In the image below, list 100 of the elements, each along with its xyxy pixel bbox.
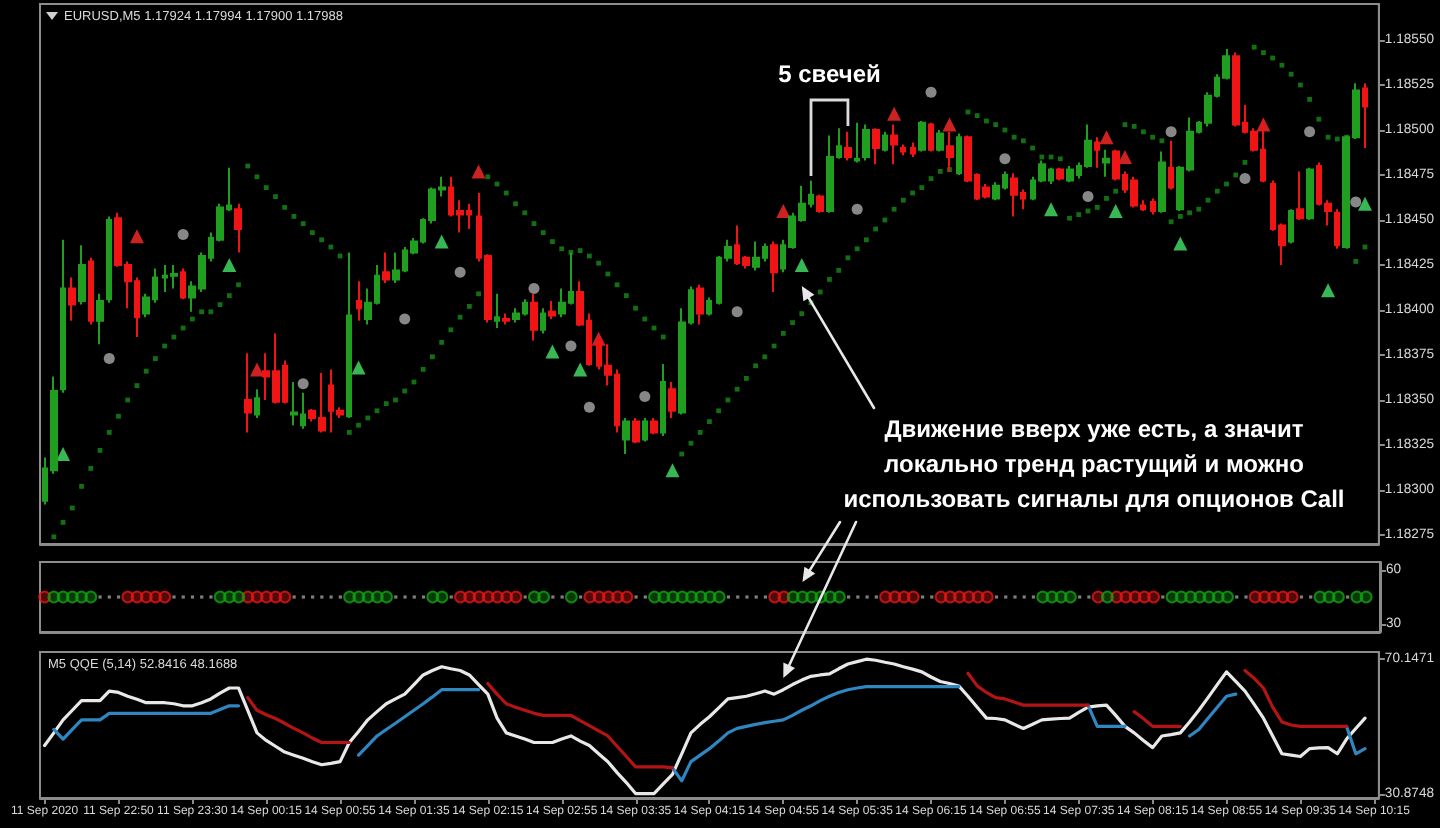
annotation: Движение вверх уже есть, а значит локально тренд растущий и можно использовать сигналы для опционов Call xyxy=(843,415,1345,513)
candlestick xyxy=(890,123,898,166)
point xyxy=(1044,202,1059,217)
candlestick xyxy=(642,417,648,443)
candlestick xyxy=(1158,150,1166,214)
point xyxy=(887,106,902,121)
candlestick xyxy=(936,129,944,153)
candlestick xyxy=(1296,170,1304,221)
candlestick xyxy=(1150,197,1156,216)
candlestick xyxy=(622,417,630,455)
candlestick xyxy=(882,130,888,153)
candlestick xyxy=(244,352,252,434)
point xyxy=(545,344,560,359)
candlestick xyxy=(918,120,926,153)
candlestick xyxy=(1010,172,1018,218)
point xyxy=(1358,196,1373,211)
point xyxy=(222,258,237,272)
point xyxy=(399,313,411,325)
candlestick xyxy=(1232,51,1240,128)
candlestick xyxy=(180,267,186,301)
candlestick xyxy=(844,130,852,162)
candlestick xyxy=(696,283,704,326)
candlestick xyxy=(356,280,362,322)
line-series xyxy=(43,657,1367,796)
point xyxy=(999,153,1011,165)
candlestick xyxy=(770,240,778,293)
point xyxy=(794,258,809,272)
candlestick xyxy=(512,307,520,324)
point xyxy=(776,204,791,218)
point xyxy=(573,362,588,377)
candlestick xyxy=(502,312,510,326)
candlestick xyxy=(96,292,104,346)
point xyxy=(1350,196,1362,208)
candlestick xyxy=(78,244,86,306)
candlestick xyxy=(854,121,860,164)
point xyxy=(351,360,366,375)
candlestick xyxy=(1102,148,1110,178)
candlestick xyxy=(650,417,658,436)
candlestick xyxy=(862,123,870,162)
point xyxy=(434,234,449,249)
point xyxy=(1321,283,1336,298)
candlestick xyxy=(60,238,66,394)
point xyxy=(1173,236,1188,251)
candlestick xyxy=(254,388,260,419)
point xyxy=(1099,130,1114,145)
candlestick xyxy=(382,251,390,284)
candlestick xyxy=(900,143,906,157)
candlestick xyxy=(826,134,834,214)
candlestick xyxy=(1130,175,1138,209)
point xyxy=(639,390,651,402)
candlestick xyxy=(1168,139,1174,191)
candlestick xyxy=(106,215,112,304)
point xyxy=(583,401,595,413)
point xyxy=(1304,126,1316,138)
point xyxy=(925,86,937,98)
point xyxy=(1165,126,1177,138)
candlestick xyxy=(494,292,500,329)
point xyxy=(851,203,863,215)
annotation: 5 свечей xyxy=(778,60,881,88)
point xyxy=(942,117,957,132)
candlestick xyxy=(392,251,400,284)
point xyxy=(1239,173,1251,185)
candlestick xyxy=(68,276,76,322)
candlestick xyxy=(1094,136,1100,169)
candlestick xyxy=(872,127,880,166)
point xyxy=(528,282,540,294)
candlestick xyxy=(346,251,352,419)
candlestick xyxy=(1288,208,1294,245)
point xyxy=(129,229,144,244)
point xyxy=(103,353,115,365)
point xyxy=(56,447,71,461)
candlestick xyxy=(1306,166,1314,221)
point xyxy=(1108,204,1123,218)
candlestick xyxy=(910,141,916,158)
candlestick xyxy=(928,121,934,153)
point xyxy=(1082,191,1094,203)
candlestick xyxy=(706,296,712,317)
candlestick xyxy=(1056,166,1064,182)
candlestick xyxy=(752,240,760,272)
candlestick xyxy=(632,417,640,445)
candlestick xyxy=(1362,82,1368,149)
candlestick xyxy=(234,202,242,254)
candlestick xyxy=(816,193,824,214)
candlestick xyxy=(290,381,298,427)
candlestick xyxy=(956,132,962,176)
point xyxy=(177,228,189,240)
point xyxy=(454,266,466,278)
point xyxy=(731,306,743,318)
point xyxy=(565,340,577,352)
point xyxy=(665,463,680,478)
candlestick xyxy=(660,363,666,437)
candlestick xyxy=(88,256,94,326)
candlestick xyxy=(1334,208,1340,250)
candlestick xyxy=(548,300,556,320)
candlestick xyxy=(668,381,676,419)
candlestick xyxy=(170,264,178,290)
point xyxy=(249,362,264,377)
point xyxy=(471,164,486,179)
point xyxy=(297,378,309,390)
candlestick xyxy=(1066,165,1074,184)
